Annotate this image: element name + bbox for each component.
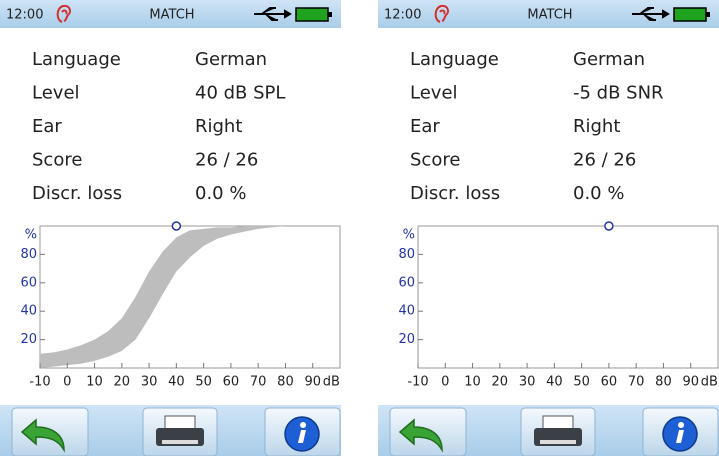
back-button[interactable] (11, 407, 89, 456)
battery-tip (328, 12, 332, 17)
y-tick-label: 20 (398, 332, 415, 347)
row-value: Right (573, 116, 620, 137)
usb-icon (632, 7, 670, 21)
y-tick-label: 60 (398, 275, 415, 290)
x-tick-label: 30 (519, 375, 536, 390)
x-tick-label: 60 (601, 375, 618, 390)
y-tick-label: 40 (398, 304, 415, 319)
printer-paper (542, 415, 574, 431)
row-label: Score (410, 150, 460, 171)
row-label: Discr. loss (32, 183, 122, 204)
x-tick-label: 20 (492, 375, 509, 390)
y-tick-label: 60 (20, 275, 37, 290)
info-i (676, 422, 685, 443)
x-tick-label: 70 (250, 375, 267, 390)
row-value: German (573, 49, 645, 70)
info-button[interactable] (642, 407, 719, 456)
y-tick-label: 20 (20, 332, 37, 347)
y-axis-label: % (403, 228, 415, 243)
row-value: 40 dB SPL (195, 83, 285, 104)
y-tick-label: 80 (398, 247, 415, 262)
status-time: 12:00 (6, 8, 43, 23)
x-tick-label: 90 (682, 375, 699, 390)
ear-icon (56, 4, 72, 23)
norm-band (40, 226, 300, 368)
x-tick-label: 10 (464, 375, 481, 390)
printer-slot (540, 440, 576, 444)
info-button[interactable] (264, 407, 341, 456)
x-tick-label: 80 (277, 375, 294, 390)
y-tick-label: 80 (20, 247, 37, 262)
result-point (171, 221, 182, 231)
back-arrow (20, 418, 65, 453)
row-value: 26 / 26 (195, 150, 258, 171)
x-tick-label: 50 (573, 375, 590, 390)
row-value: 0.0 % (573, 183, 624, 204)
x-tick-label: 40 (168, 375, 185, 390)
x-tick-label: 0 (441, 375, 449, 390)
status-title: MATCH (149, 8, 194, 23)
battery-tip (706, 12, 710, 17)
row-label: Language (410, 49, 499, 70)
result-point (604, 221, 614, 231)
print-button[interactable] (520, 407, 596, 456)
battery (673, 7, 707, 22)
status-time: 12:00 (384, 8, 421, 23)
row-label: Language (32, 49, 121, 70)
screen: 12:00 MATCH Language German Level 40 dB SPL Ea… (0, 0, 341, 456)
x-axis-label: dB (323, 375, 340, 390)
x-tick-label: 90 (304, 375, 321, 390)
row-label: Discr. loss (410, 183, 500, 204)
printer-paper (164, 415, 196, 431)
plot-frame (417, 225, 719, 369)
y-tick-label: 40 (20, 304, 37, 319)
usb-icon (254, 7, 292, 21)
row-label: Ear (410, 116, 440, 137)
ear-icon (434, 4, 450, 23)
printer-slot (162, 440, 198, 444)
x-tick-label: 10 (86, 375, 103, 390)
row-value: -5 dB SNR (573, 83, 664, 104)
x-tick-label: 70 (628, 375, 645, 390)
x-tick-label: 60 (223, 375, 240, 390)
info-i (298, 422, 307, 443)
row-label: Level (32, 83, 80, 104)
row-label: Ear (32, 116, 62, 137)
x-tick-label: 80 (655, 375, 672, 390)
screen: 12:00 MATCH Language German Level -5 dB SNR Ea… (378, 0, 719, 456)
row-label: Level (410, 83, 458, 104)
print-button[interactable] (142, 407, 218, 456)
back-arrow (398, 418, 443, 453)
row-label: Score (32, 150, 82, 171)
x-tick-label: -10 (407, 375, 428, 390)
row-value: 0.0 % (195, 183, 246, 204)
x-tick-label: 0 (63, 375, 71, 390)
x-tick-label: 20 (114, 375, 131, 390)
row-value: 26 / 26 (573, 150, 636, 171)
x-tick-label: 40 (546, 375, 563, 390)
x-tick-label: -10 (29, 375, 50, 390)
x-tick-label: 30 (141, 375, 158, 390)
row-value: German (195, 49, 267, 70)
battery (295, 7, 329, 22)
x-axis-label: dB (701, 375, 718, 390)
x-tick-label: 50 (195, 375, 212, 390)
back-button[interactable] (389, 407, 467, 456)
row-value: Right (195, 116, 242, 137)
y-axis-label: % (25, 228, 37, 243)
status-title: MATCH (527, 8, 572, 23)
